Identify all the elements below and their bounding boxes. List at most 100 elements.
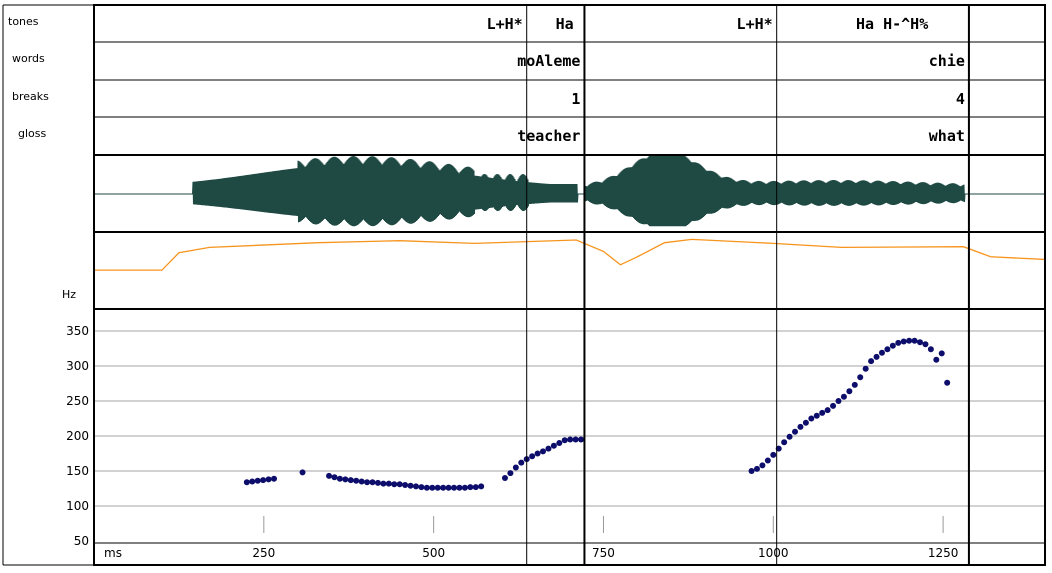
f0-scatter-plot: 50 100 150 200 250 300 350 250 500 750 1000 1250 ms — [66, 324, 1045, 560]
f0-point — [927, 346, 934, 353]
f0-point — [550, 442, 557, 449]
f0-point — [819, 409, 826, 416]
panel-frame — [2, 4, 1046, 566]
waveform-trace — [94, 155, 1046, 227]
pitch-track-line — [94, 238, 1046, 271]
f0-point — [518, 459, 525, 466]
f0-point — [944, 379, 951, 386]
f0-point — [781, 439, 788, 446]
tier-tones-label: L+H* — [487, 15, 523, 33]
tier-tones-label: Ha — [556, 15, 574, 33]
tier-breaks-label: 1 — [571, 90, 580, 108]
f0-point — [835, 398, 842, 404]
f0-point — [260, 477, 267, 484]
f0-point — [884, 346, 891, 353]
f0-point — [271, 475, 278, 482]
f0-point — [418, 484, 425, 491]
f0-point — [326, 472, 333, 479]
y-tick-label: 50 — [74, 534, 89, 548]
f0-point — [472, 484, 479, 491]
outer-frame — [93, 4, 1046, 566]
y-tick-label: 100 — [66, 499, 89, 513]
tier-label-gloss: gloss — [18, 127, 46, 140]
f0-point — [507, 470, 514, 477]
f0-point — [922, 341, 929, 348]
f0-point — [770, 451, 777, 458]
f0-point — [249, 478, 256, 485]
f0-point — [578, 436, 585, 443]
f0-point — [851, 381, 858, 388]
f0-point — [412, 483, 419, 490]
y-tick-label: 300 — [66, 359, 89, 373]
f0-point — [423, 484, 430, 491]
tier-words-label: chie — [929, 52, 965, 70]
f0-point — [380, 480, 387, 487]
f0-point — [900, 338, 907, 345]
waveform-panel — [94, 155, 1046, 227]
tier-gloss-label: teacher — [517, 127, 580, 145]
f0-point — [265, 476, 272, 483]
f0-point — [467, 484, 474, 491]
f0-point — [572, 436, 579, 443]
f0-point — [895, 339, 902, 346]
f0-point — [906, 337, 913, 344]
f0-point — [556, 440, 563, 446]
f0-point — [445, 484, 452, 491]
f0-point — [451, 484, 458, 491]
f0-point — [369, 479, 376, 486]
tier-words-label: moAleme — [517, 52, 580, 70]
f0-point — [434, 484, 441, 491]
f0-point — [529, 453, 536, 460]
f0-point — [501, 475, 508, 481]
f0-point — [878, 349, 885, 356]
f0-point — [802, 419, 809, 426]
f0-point — [748, 468, 755, 474]
tier-label-breaks: breaks — [12, 90, 49, 103]
f0-point — [561, 437, 568, 444]
f0-point — [336, 475, 343, 482]
f0-point — [830, 402, 837, 409]
f0-point — [873, 353, 880, 360]
f0-point — [938, 350, 945, 357]
f0-point — [933, 356, 940, 363]
f0-point — [478, 483, 485, 490]
x-tick-label: 1250 — [928, 546, 959, 560]
f0-point — [299, 469, 306, 476]
f0-point — [440, 484, 447, 491]
f0-point — [429, 484, 436, 491]
x-unit-label: ms — [104, 546, 122, 560]
f0-point — [808, 415, 815, 422]
f0-point — [358, 478, 365, 485]
f0-point — [545, 445, 552, 452]
f0-point — [775, 445, 782, 452]
f0-point — [911, 337, 918, 344]
f0-point — [402, 482, 409, 488]
f0-point — [364, 479, 371, 486]
tier-label-tones: tones — [8, 15, 39, 28]
f0-point — [764, 457, 771, 464]
f0-point — [331, 474, 338, 481]
f0-point — [461, 484, 468, 491]
f0-point — [534, 450, 541, 457]
y-tick-label: 200 — [66, 429, 89, 443]
x-tick-label: 750 — [592, 546, 615, 560]
x-tick-label: 250 — [252, 546, 275, 560]
f0-point — [567, 436, 574, 443]
tier-tones-label: L+H* — [737, 15, 773, 33]
tier-breaks-label: 4 — [956, 90, 965, 108]
f0-point — [254, 477, 261, 484]
tier-gloss-label: what — [929, 127, 965, 145]
y-tick-label: 250 — [66, 394, 89, 408]
f0-point — [512, 464, 519, 471]
tier-tones-label: Ha H-^H% — [856, 15, 928, 33]
f0-point — [792, 428, 799, 435]
f0-point — [540, 448, 547, 455]
f0-point — [456, 484, 463, 491]
tier-label-column: tones words breaks gloss Hz — [8, 15, 76, 301]
f0-point — [813, 412, 820, 419]
x-tick-label: 500 — [422, 546, 445, 560]
pitch-track-panel — [94, 238, 1046, 271]
f0-point — [846, 388, 853, 395]
